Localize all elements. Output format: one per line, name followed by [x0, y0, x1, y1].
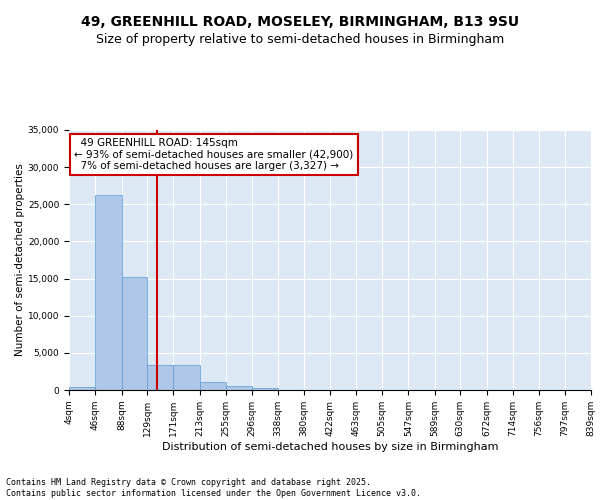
Text: Size of property relative to semi-detached houses in Birmingham: Size of property relative to semi-detach… — [96, 32, 504, 46]
Bar — [69, 387, 95, 390]
X-axis label: Distribution of semi-detached houses by size in Birmingham: Distribution of semi-detached houses by … — [162, 442, 498, 452]
Bar — [95, 196, 122, 390]
Bar — [200, 382, 226, 390]
Bar — [226, 386, 251, 390]
Text: Contains HM Land Registry data © Crown copyright and database right 2025.
Contai: Contains HM Land Registry data © Crown c… — [6, 478, 421, 498]
Bar — [251, 388, 278, 390]
Y-axis label: Number of semi-detached properties: Number of semi-detached properties — [15, 164, 25, 356]
Bar — [173, 366, 200, 390]
Bar — [147, 366, 173, 390]
Bar — [122, 277, 147, 390]
Text: 49, GREENHILL ROAD, MOSELEY, BIRMINGHAM, B13 9SU: 49, GREENHILL ROAD, MOSELEY, BIRMINGHAM,… — [81, 15, 519, 29]
Text: 49 GREENHILL ROAD: 145sqm
← 93% of semi-detached houses are smaller (42,900)
  7: 49 GREENHILL ROAD: 145sqm ← 93% of semi-… — [74, 138, 353, 171]
